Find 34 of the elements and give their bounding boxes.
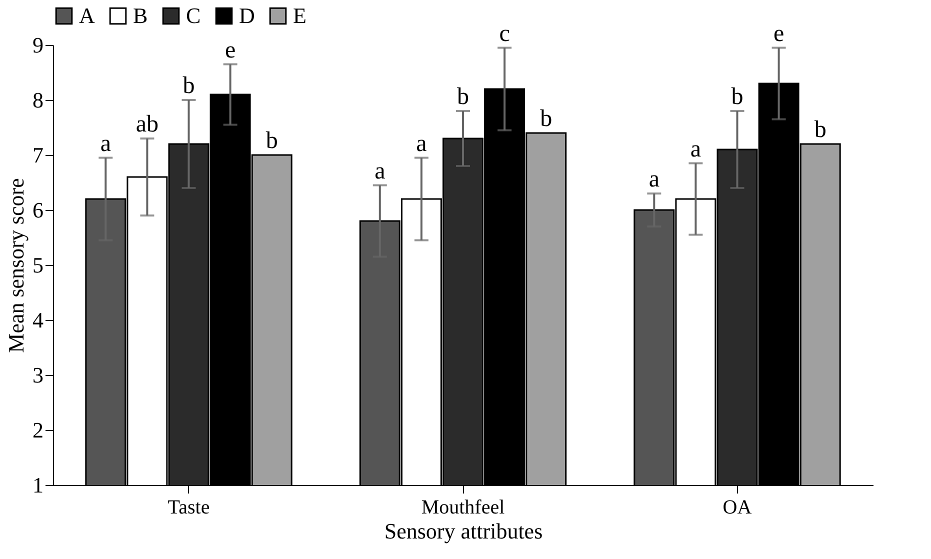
y-tick-label: 3 bbox=[32, 362, 44, 388]
data-label: c bbox=[499, 20, 510, 47]
data-label: b bbox=[814, 117, 826, 143]
x-tick-label: OA bbox=[722, 496, 752, 518]
y-tick-label: 8 bbox=[32, 88, 44, 112]
data-label: b bbox=[266, 128, 278, 154]
y-axis-title: Mean sensory score bbox=[4, 178, 28, 353]
legend-label: D bbox=[239, 3, 255, 28]
data-label: a bbox=[416, 130, 428, 157]
data-label: b bbox=[731, 84, 744, 110]
y-tick-label: 7 bbox=[32, 142, 44, 168]
legend-label: B bbox=[133, 3, 148, 28]
data-label: e bbox=[224, 37, 236, 64]
legend-label: C bbox=[186, 3, 201, 28]
legend-label: E bbox=[293, 3, 306, 28]
legend-label: A bbox=[79, 3, 95, 28]
data-label: b bbox=[540, 106, 552, 132]
y-tick-label: 9 bbox=[32, 32, 44, 58]
data-label: b bbox=[182, 73, 195, 99]
data-label: a bbox=[690, 136, 702, 162]
x-tick-label: Mouthfeel bbox=[421, 496, 506, 518]
x-axis-title: Sensory attributes bbox=[384, 518, 543, 544]
y-tick-label: 6 bbox=[32, 198, 44, 222]
y-tick-label: 1 bbox=[32, 472, 44, 498]
data-label: b bbox=[457, 84, 469, 110]
data-label: a bbox=[100, 130, 112, 157]
y-tick-label: 5 bbox=[32, 252, 44, 278]
x-tick-label: Taste bbox=[168, 496, 210, 518]
data-label: e bbox=[773, 20, 784, 47]
data-label: ab bbox=[136, 112, 159, 138]
y-tick-label: 2 bbox=[32, 418, 44, 442]
data-label: a bbox=[374, 158, 386, 184]
y-tick-label: 4 bbox=[32, 308, 44, 332]
data-label: a bbox=[648, 166, 660, 192]
